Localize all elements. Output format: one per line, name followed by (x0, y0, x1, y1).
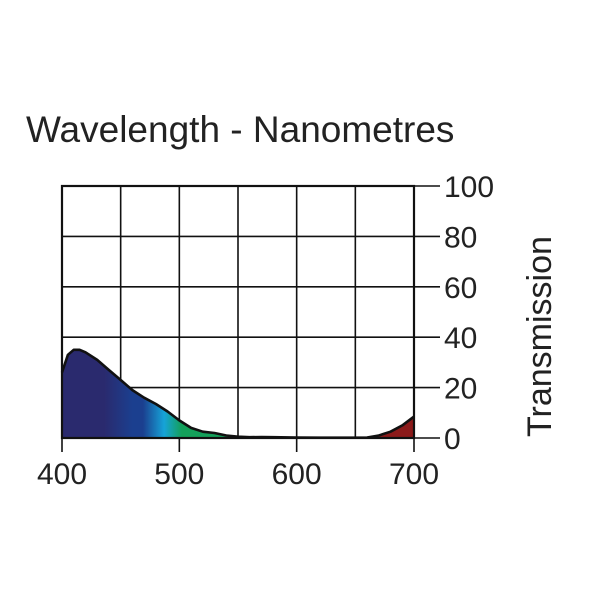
y-tick-labels: 0 20 40 60 80 100 (444, 171, 494, 456)
y-tick-label: 60 (444, 272, 477, 305)
x-tick-label: 700 (389, 458, 439, 491)
x-tick-label: 600 (272, 458, 322, 491)
y-tick-label: 0 (444, 423, 461, 456)
y-axis-label: Transmission (521, 236, 559, 437)
axis-ticks (61, 185, 440, 452)
x-tick-labels: 400 500 600 700 (37, 458, 439, 491)
chart-title: Wavelength - Nanometres (26, 109, 454, 150)
plot-frame (60, 184, 416, 440)
y-tick-label: 100 (444, 171, 494, 204)
y-tick-label: 40 (444, 322, 477, 355)
transmission-area (62, 349, 414, 438)
y-tick-label: 80 (444, 221, 477, 254)
x-tick-label: 500 (154, 458, 204, 491)
x-tick-label: 400 (37, 458, 87, 491)
y-tick-label: 20 (444, 373, 477, 406)
